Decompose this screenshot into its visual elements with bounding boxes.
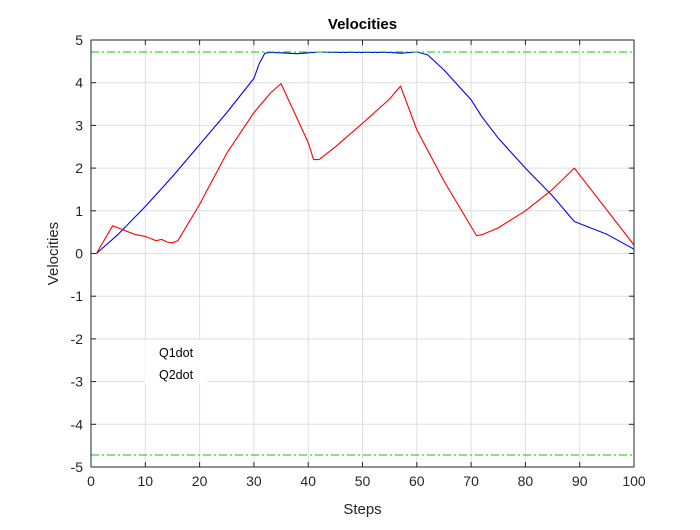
legend-entry-q1dot: Q1dot (159, 346, 194, 360)
y-tick-label: -1 (71, 288, 84, 304)
y-tick-label: 5 (75, 32, 83, 48)
x-axis-label: Steps (343, 501, 381, 518)
y-tick-label: -5 (71, 459, 84, 475)
y-tick-label: -4 (71, 416, 84, 432)
x-tick-label: 80 (518, 473, 534, 489)
x-tick-label: 30 (246, 473, 262, 489)
x-tick-label: 10 (138, 473, 154, 489)
y-tick-label: 4 (75, 75, 83, 91)
x-tick-label: 0 (87, 473, 95, 489)
legend: Q1dot Q2dot (145, 340, 207, 384)
series-layer (91, 51, 635, 456)
legend-entry-q2dot: Q2dot (159, 368, 194, 382)
y-tick-label: -3 (71, 374, 84, 390)
series-line-q2dot (95, 83, 635, 254)
legend-box (145, 340, 207, 384)
x-tick-label: 90 (572, 473, 588, 489)
x-tick-label: 40 (300, 473, 316, 489)
y-tick-label: 2 (75, 160, 83, 176)
y-axis-label: Velocities (45, 222, 62, 285)
y-tick-label: -2 (71, 331, 84, 347)
y-tick-label: 3 (75, 117, 83, 133)
x-tick-label: 70 (463, 473, 479, 489)
x-tick-label: 100 (622, 473, 646, 489)
ticks: 0 10 20 30 40 50 60 70 80 90 100 -5 -4 -3 -2 -1 0 1 2 3 4 5 (71, 32, 646, 489)
x-tick-label: 20 (192, 473, 208, 489)
x-tick-label: 50 (355, 473, 371, 489)
y-tick-label: 1 (75, 203, 83, 219)
chart-title: Velocities (328, 16, 397, 33)
y-tick-label: 0 (75, 246, 83, 262)
x-tick-label: 60 (409, 473, 425, 489)
